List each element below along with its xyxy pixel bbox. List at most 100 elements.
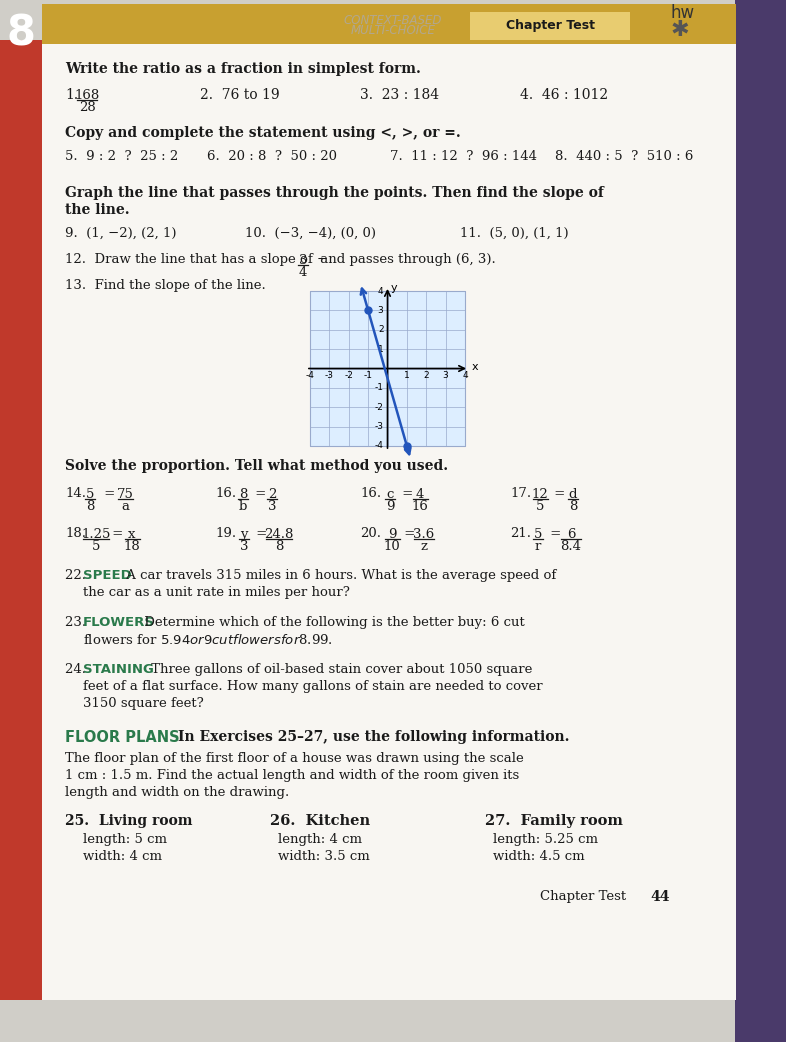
Text: c: c bbox=[386, 488, 394, 501]
Text: 1 cm : 1.5 m. Find the actual length and width of the room given its: 1 cm : 1.5 m. Find the actual length and… bbox=[65, 769, 520, 782]
Text: Solve the proportion. Tell what method you used.: Solve the proportion. Tell what method y… bbox=[65, 458, 448, 473]
Text: 24.: 24. bbox=[65, 663, 90, 676]
Text: 5: 5 bbox=[92, 540, 100, 553]
Text: -3: -3 bbox=[325, 372, 334, 380]
Text: The floor plan of the first floor of a house was drawn using the scale: The floor plan of the first floor of a h… bbox=[65, 752, 523, 765]
Text: ✱: ✱ bbox=[670, 20, 689, 40]
Text: =: = bbox=[108, 527, 127, 540]
Text: 3150 square feet?: 3150 square feet? bbox=[83, 697, 204, 710]
Text: 5: 5 bbox=[536, 500, 544, 513]
Text: 25.  Living room: 25. Living room bbox=[65, 814, 193, 828]
Text: -4: -4 bbox=[375, 442, 384, 450]
Text: FLOOR PLANS: FLOOR PLANS bbox=[65, 730, 180, 745]
Text: -4: -4 bbox=[306, 372, 314, 380]
Text: 4.  46 : 1012: 4. 46 : 1012 bbox=[520, 88, 608, 102]
Text: 4: 4 bbox=[462, 372, 468, 380]
Text: a: a bbox=[121, 500, 129, 513]
Text: =: = bbox=[252, 527, 271, 540]
Text: =: = bbox=[550, 487, 570, 500]
Text: 4: 4 bbox=[299, 266, 307, 279]
Text: 9: 9 bbox=[387, 528, 396, 541]
Text: =: = bbox=[398, 487, 417, 500]
Bar bbox=[42, 4, 736, 44]
Text: 21.: 21. bbox=[510, 527, 531, 540]
Bar bbox=[42, 40, 736, 1000]
Text: 13.  Find the slope of the line.: 13. Find the slope of the line. bbox=[65, 279, 266, 292]
Text: 19.: 19. bbox=[215, 527, 236, 540]
Text: 3: 3 bbox=[240, 540, 248, 553]
Text: 8: 8 bbox=[275, 540, 283, 553]
Text: Write the ratio as a fraction in simplest form.: Write the ratio as a fraction in simples… bbox=[65, 63, 421, 76]
Text: FLOWERS: FLOWERS bbox=[83, 616, 155, 629]
Text: 12.  Draw the line that has a slope of −: 12. Draw the line that has a slope of − bbox=[65, 253, 328, 266]
Text: 22.: 22. bbox=[65, 569, 90, 582]
Text: Graph the line that passes through the points. Then find the slope of: Graph the line that passes through the p… bbox=[65, 187, 604, 200]
Text: 14.: 14. bbox=[65, 487, 86, 500]
Text: 6.  20 : 8  ?  50 : 20: 6. 20 : 8 ? 50 : 20 bbox=[207, 150, 337, 163]
Text: b: b bbox=[239, 500, 247, 513]
Text: d: d bbox=[569, 488, 577, 501]
Text: =: = bbox=[100, 487, 119, 500]
Text: =: = bbox=[400, 527, 420, 540]
Text: 8.  440 : 5  ?  510 : 6: 8. 440 : 5 ? 510 : 6 bbox=[555, 150, 693, 163]
Text: 44: 44 bbox=[650, 890, 670, 904]
Text: 75: 75 bbox=[116, 488, 134, 501]
Text: the car as a unit rate in miles per hour?: the car as a unit rate in miles per hour… bbox=[83, 586, 350, 599]
Text: Three gallons of oil-based stain cover about 1050 square: Three gallons of oil-based stain cover a… bbox=[147, 663, 532, 676]
Text: 1: 1 bbox=[378, 345, 384, 353]
Text: =: = bbox=[251, 487, 270, 500]
Text: 3: 3 bbox=[443, 372, 449, 380]
Text: feet of a flat surface. How many gallons of stain are needed to cover: feet of a flat surface. How many gallons… bbox=[83, 680, 542, 693]
Text: length: 4 cm: length: 4 cm bbox=[278, 833, 362, 846]
Text: hw: hw bbox=[670, 4, 694, 22]
Text: 8: 8 bbox=[239, 488, 247, 501]
Text: CONTEXT-BASED: CONTEXT-BASED bbox=[343, 14, 443, 27]
Text: 1.: 1. bbox=[65, 88, 78, 102]
Bar bbox=[470, 13, 630, 40]
Text: r: r bbox=[534, 540, 542, 553]
Text: =: = bbox=[546, 527, 565, 540]
Text: MULTI-CHOICE: MULTI-CHOICE bbox=[351, 24, 435, 38]
Text: 8: 8 bbox=[86, 500, 94, 513]
Text: 9.  (1, −2), (2, 1): 9. (1, −2), (2, 1) bbox=[65, 227, 177, 240]
Text: 1.25: 1.25 bbox=[81, 528, 111, 541]
Text: 26.  Kitchen: 26. Kitchen bbox=[270, 814, 370, 828]
Text: 27.  Family room: 27. Family room bbox=[485, 814, 623, 828]
Text: In Exercises 25–27, use the following information.: In Exercises 25–27, use the following in… bbox=[173, 730, 570, 744]
Text: 4: 4 bbox=[416, 488, 424, 501]
Text: Copy and complete the statement using <, >, or =.: Copy and complete the statement using <,… bbox=[65, 126, 461, 140]
Text: 20.: 20. bbox=[360, 527, 381, 540]
Text: 3: 3 bbox=[299, 254, 307, 267]
Text: x: x bbox=[472, 362, 479, 372]
Text: Chapter Test: Chapter Test bbox=[505, 20, 594, 32]
Text: 3: 3 bbox=[378, 306, 384, 315]
Text: 5.  9 : 2  ?  25 : 2: 5. 9 : 2 ? 25 : 2 bbox=[65, 150, 178, 163]
Text: the line.: the line. bbox=[65, 203, 130, 217]
Text: 28: 28 bbox=[79, 101, 95, 114]
Text: 4: 4 bbox=[378, 287, 384, 296]
Text: z: z bbox=[421, 540, 428, 553]
Bar bbox=[735, 0, 786, 1042]
Text: -2: -2 bbox=[344, 372, 353, 380]
Text: 9: 9 bbox=[386, 500, 395, 513]
Text: 24.8: 24.8 bbox=[264, 528, 294, 541]
Text: 10.  (−3, −4), (0, 0): 10. (−3, −4), (0, 0) bbox=[245, 227, 376, 240]
Text: 2: 2 bbox=[268, 488, 276, 501]
Text: y: y bbox=[391, 283, 397, 293]
Text: 12: 12 bbox=[531, 488, 549, 501]
Text: 2: 2 bbox=[424, 372, 429, 380]
Text: 3.  23 : 184: 3. 23 : 184 bbox=[360, 88, 439, 102]
Text: 2: 2 bbox=[378, 325, 384, 334]
Text: width: 3.5 cm: width: 3.5 cm bbox=[278, 850, 369, 863]
Text: 3.6: 3.6 bbox=[413, 528, 435, 541]
Text: Chapter Test: Chapter Test bbox=[540, 890, 626, 903]
Text: -3: -3 bbox=[374, 422, 384, 431]
Text: STAINING: STAINING bbox=[83, 663, 154, 676]
Text: length and width on the drawing.: length and width on the drawing. bbox=[65, 786, 289, 799]
Text: 18.: 18. bbox=[65, 527, 86, 540]
Text: 168: 168 bbox=[75, 89, 100, 102]
Text: 8: 8 bbox=[6, 13, 35, 54]
Text: Determine which of the following is the better buy: 6 cut: Determine which of the following is the … bbox=[140, 616, 525, 629]
Text: SPEED: SPEED bbox=[83, 569, 132, 582]
Text: 8: 8 bbox=[569, 500, 577, 513]
